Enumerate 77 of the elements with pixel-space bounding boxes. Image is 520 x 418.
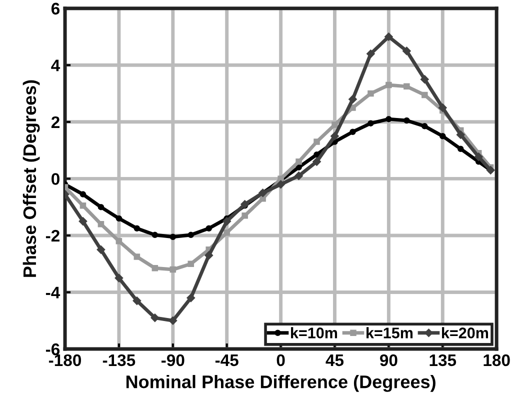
- y-axis-title: Phase Offset (Degrees): [22, 80, 40, 277]
- point: [168, 316, 178, 325]
- point: [312, 158, 321, 166]
- x-tick-label: 45: [326, 354, 344, 366]
- x-tick-label: -45: [215, 354, 238, 366]
- point: [386, 82, 392, 88]
- point: [350, 128, 356, 135]
- point: [422, 123, 428, 130]
- point: [80, 191, 86, 198]
- point: [152, 232, 158, 238]
- point: [332, 122, 338, 128]
- legend-label: k=15m: [366, 327, 413, 338]
- point: [240, 200, 249, 208]
- point: [114, 274, 124, 282]
- point: [438, 104, 447, 112]
- y-tick-label: 6: [51, 2, 60, 15]
- point: [294, 172, 303, 180]
- legend-label: k=20m: [442, 327, 488, 338]
- point: [386, 116, 392, 122]
- y-tick-label: 0: [52, 173, 60, 185]
- point: [152, 264, 158, 272]
- x-tick-label: 135: [430, 354, 456, 366]
- point: [134, 254, 140, 260]
- point: [404, 117, 410, 124]
- y-tick-label: -4: [46, 286, 60, 298]
- legend-label: k=10m: [291, 327, 338, 338]
- x-axis-title: Nominal Phase Difference (Degrees): [126, 374, 436, 392]
- point: [116, 215, 122, 222]
- point: [188, 232, 194, 238]
- point: [348, 95, 357, 104]
- point: [276, 180, 285, 189]
- x-tick-label: 90: [380, 354, 398, 366]
- point: [80, 202, 86, 209]
- x-tick-label: 0: [276, 354, 285, 366]
- point: [186, 294, 196, 302]
- point: [314, 151, 320, 158]
- point: [242, 212, 248, 219]
- point: [440, 132, 446, 140]
- point: [458, 146, 464, 152]
- point: [116, 238, 122, 244]
- point: [402, 46, 411, 56]
- x-tick-label: -180: [48, 354, 81, 366]
- point: [456, 130, 465, 139]
- point: [98, 220, 104, 228]
- point: [368, 120, 374, 126]
- point: [150, 314, 160, 322]
- point: [296, 164, 302, 170]
- y-tick-label: 4: [51, 60, 60, 72]
- point: [474, 152, 483, 161]
- point: [366, 50, 375, 58]
- point: [384, 32, 393, 41]
- point: [368, 90, 374, 97]
- point: [314, 138, 320, 145]
- point: [206, 225, 212, 232]
- point: [224, 230, 230, 236]
- point: [78, 217, 88, 226]
- point: [132, 296, 142, 305]
- point: [204, 251, 213, 260]
- point: [134, 225, 140, 232]
- y-tick-label: -2: [46, 230, 60, 242]
- x-tick-label: 180: [484, 354, 510, 366]
- point: [422, 92, 428, 98]
- point: [96, 246, 106, 254]
- point: [330, 132, 339, 140]
- point: [170, 234, 176, 240]
- point: [170, 266, 176, 273]
- y-tick-label: 2: [51, 116, 60, 128]
- point: [188, 260, 194, 267]
- y-tick-label: -6: [46, 343, 60, 356]
- x-tick-label: -135: [102, 354, 136, 366]
- point: [222, 217, 231, 226]
- point: [296, 158, 302, 165]
- point: [404, 83, 410, 90]
- x-tick-label: -90: [162, 354, 184, 366]
- point: [420, 75, 429, 84]
- point: [98, 204, 104, 210]
- point: [260, 195, 266, 202]
